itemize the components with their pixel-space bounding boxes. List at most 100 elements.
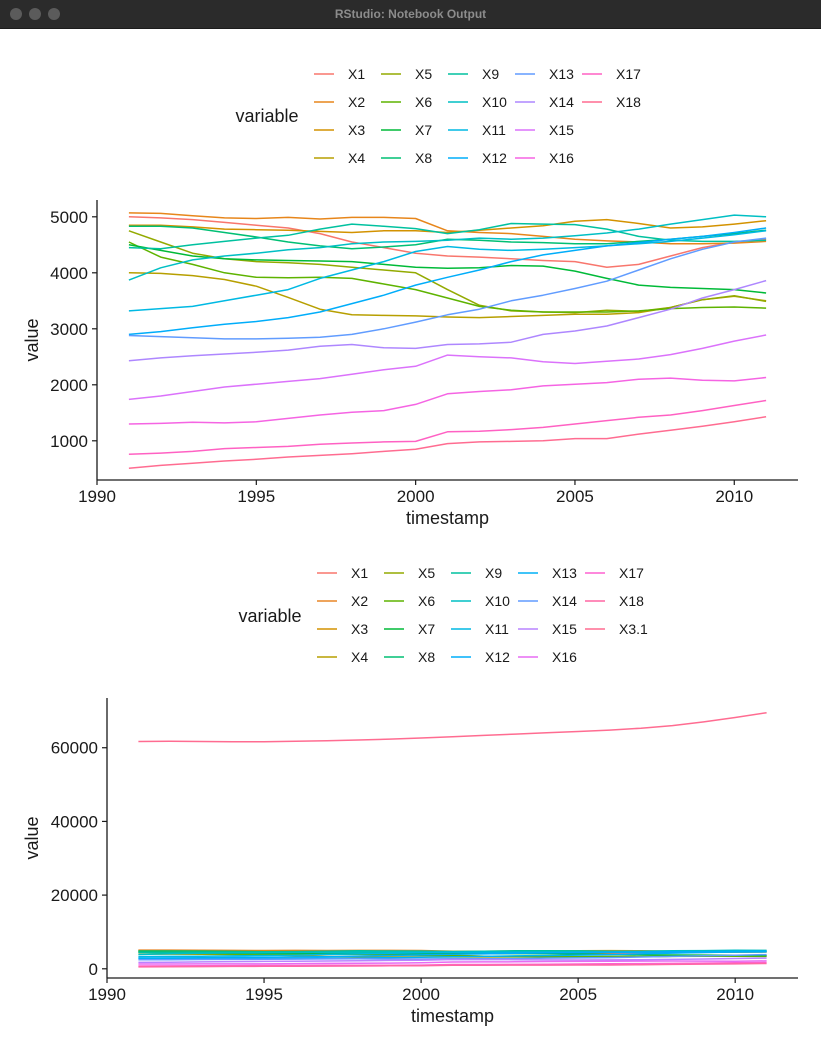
x-tick-label: 1990 xyxy=(78,487,116,506)
x-tick-label: 2010 xyxy=(716,985,754,1004)
legend-item-x16: X16 xyxy=(518,649,577,665)
legend-item-x17: X17 xyxy=(582,66,641,82)
series-line-x17 xyxy=(138,961,767,967)
legend-label-x14: X14 xyxy=(549,94,574,110)
legend-item-x1: X1 xyxy=(317,565,368,581)
legend-label-x9: X9 xyxy=(485,565,502,581)
legend-label-x5: X5 xyxy=(418,565,435,581)
close-window-button[interactable] xyxy=(10,8,22,20)
legend-label-x1: X1 xyxy=(348,66,365,82)
legend-title: variable xyxy=(238,606,301,626)
y-axis-title: value xyxy=(22,816,42,859)
legend-item-x6: X6 xyxy=(381,94,432,110)
legend-item-x13: X13 xyxy=(515,66,574,82)
series-group xyxy=(138,711,767,968)
series-line-x3-1 xyxy=(138,711,767,743)
legend-item-x3: X3 xyxy=(314,122,365,138)
legend-label-x3: X3 xyxy=(348,122,365,138)
legend-item-x15: X15 xyxy=(515,122,574,138)
x-tick-label: 2010 xyxy=(715,487,753,506)
legend-item-x16: X16 xyxy=(515,150,574,166)
series-line-x18 xyxy=(128,415,767,469)
x-tick-label: 2005 xyxy=(556,487,594,506)
legend-label-x17: X17 xyxy=(619,565,644,581)
legend-label-x11: X11 xyxy=(482,122,506,138)
series-line-x16 xyxy=(128,376,767,425)
legend-label-x10: X10 xyxy=(485,593,510,609)
legend-item-x7: X7 xyxy=(381,122,432,138)
legend-label-x7: X7 xyxy=(415,122,432,138)
y-tick-label: 3000 xyxy=(50,320,88,339)
series-line-x15 xyxy=(128,334,767,401)
legend-item-x18: X18 xyxy=(582,94,641,110)
legend-item-x18: X18 xyxy=(585,593,644,609)
series-group xyxy=(128,212,767,469)
legend-label-x16: X16 xyxy=(549,150,574,166)
x-tick-label: 2000 xyxy=(397,487,435,506)
legend-label-x1: X1 xyxy=(351,565,368,581)
series-line-x6 xyxy=(128,241,767,313)
legend-label-x12: X12 xyxy=(485,649,510,665)
series-line-x7 xyxy=(128,244,767,294)
y-tick-label: 40000 xyxy=(51,812,98,831)
legend-item-x8: X8 xyxy=(384,649,435,665)
y-axis-title: value xyxy=(22,318,42,361)
x-tick-label: 2000 xyxy=(402,985,440,1004)
legend-item-x11: X11 xyxy=(451,621,509,637)
legend-label-x4: X4 xyxy=(351,649,368,665)
legend-label-x9: X9 xyxy=(482,66,499,82)
legend-label-x13: X13 xyxy=(552,565,577,581)
legend-item-x17: X17 xyxy=(585,565,644,581)
legend-item-x3: X3 xyxy=(317,621,368,637)
x-tick-label: 1990 xyxy=(88,985,126,1004)
legend-label-x16: X16 xyxy=(552,649,577,665)
line-chart-2: variable X1 X2 X3 X4 X5 X6 X7 X8 X9 X10 X11 X12 X13 X1… xyxy=(22,565,798,1026)
legend-label-x18: X18 xyxy=(616,94,641,110)
legend-label-x5: X5 xyxy=(415,66,432,82)
series-line-x16 xyxy=(138,960,767,965)
legend-label-x6: X6 xyxy=(415,94,432,110)
legend-label-x15: X15 xyxy=(549,122,574,138)
series-line-x11 xyxy=(128,230,767,312)
legend-item-x4: X4 xyxy=(317,649,368,665)
y-tick-label: 0 xyxy=(89,960,98,979)
window-title: RStudio: Notebook Output xyxy=(334,7,487,21)
series-line-x1 xyxy=(128,216,767,268)
legend-label-x4: X4 xyxy=(348,150,365,166)
minimize-window-button[interactable] xyxy=(29,8,41,20)
legend-item-x15: X15 xyxy=(518,621,577,637)
legend-item-x14: X14 xyxy=(515,94,574,110)
legend-item-x3-1: X3.1 xyxy=(585,621,648,637)
legend-label-x10: X10 xyxy=(482,94,507,110)
series-line-x15 xyxy=(138,957,767,964)
series-line-x17 xyxy=(128,399,767,455)
y-tick-label: 60000 xyxy=(51,739,98,758)
legend-item-x9: X9 xyxy=(451,565,502,581)
legend-item-x7: X7 xyxy=(384,621,435,637)
legend-label-x8: X8 xyxy=(418,649,435,665)
legend-item-x11: X11 xyxy=(448,122,506,138)
y-tick-label: 1000 xyxy=(50,432,88,451)
legend-item-x1: X1 xyxy=(314,66,365,82)
legend-item-x2: X2 xyxy=(314,94,365,110)
x-tick-label: 1995 xyxy=(245,985,283,1004)
legend-label-x6: X6 xyxy=(418,593,435,609)
series-line-x14 xyxy=(128,279,767,362)
legend-item-x5: X5 xyxy=(384,565,435,581)
legend-item-x6: X6 xyxy=(384,593,435,609)
legend-item-x12: X12 xyxy=(448,150,507,166)
legend-item-x8: X8 xyxy=(381,150,432,166)
series-line-x13 xyxy=(138,951,767,960)
legend-item-x10: X10 xyxy=(451,593,510,609)
legend-item-x5: X5 xyxy=(381,66,432,82)
legend-label-x12: X12 xyxy=(482,150,507,166)
line-chart-1: variable X1 X2 X3 X4 X5 X6 X7 X8 X9 X10 X11 X12 X13 X1… xyxy=(22,66,798,528)
legend-item-x9: X9 xyxy=(448,66,499,82)
zoom-window-button[interactable] xyxy=(48,8,60,20)
legend-label-x18: X18 xyxy=(619,593,644,609)
legend-label-x15: X15 xyxy=(552,621,577,637)
legend-label-x7: X7 xyxy=(418,621,435,637)
series-line-x2 xyxy=(128,212,767,245)
x-axis-title: timestamp xyxy=(411,1006,494,1026)
legend-item-x12: X12 xyxy=(451,649,510,665)
